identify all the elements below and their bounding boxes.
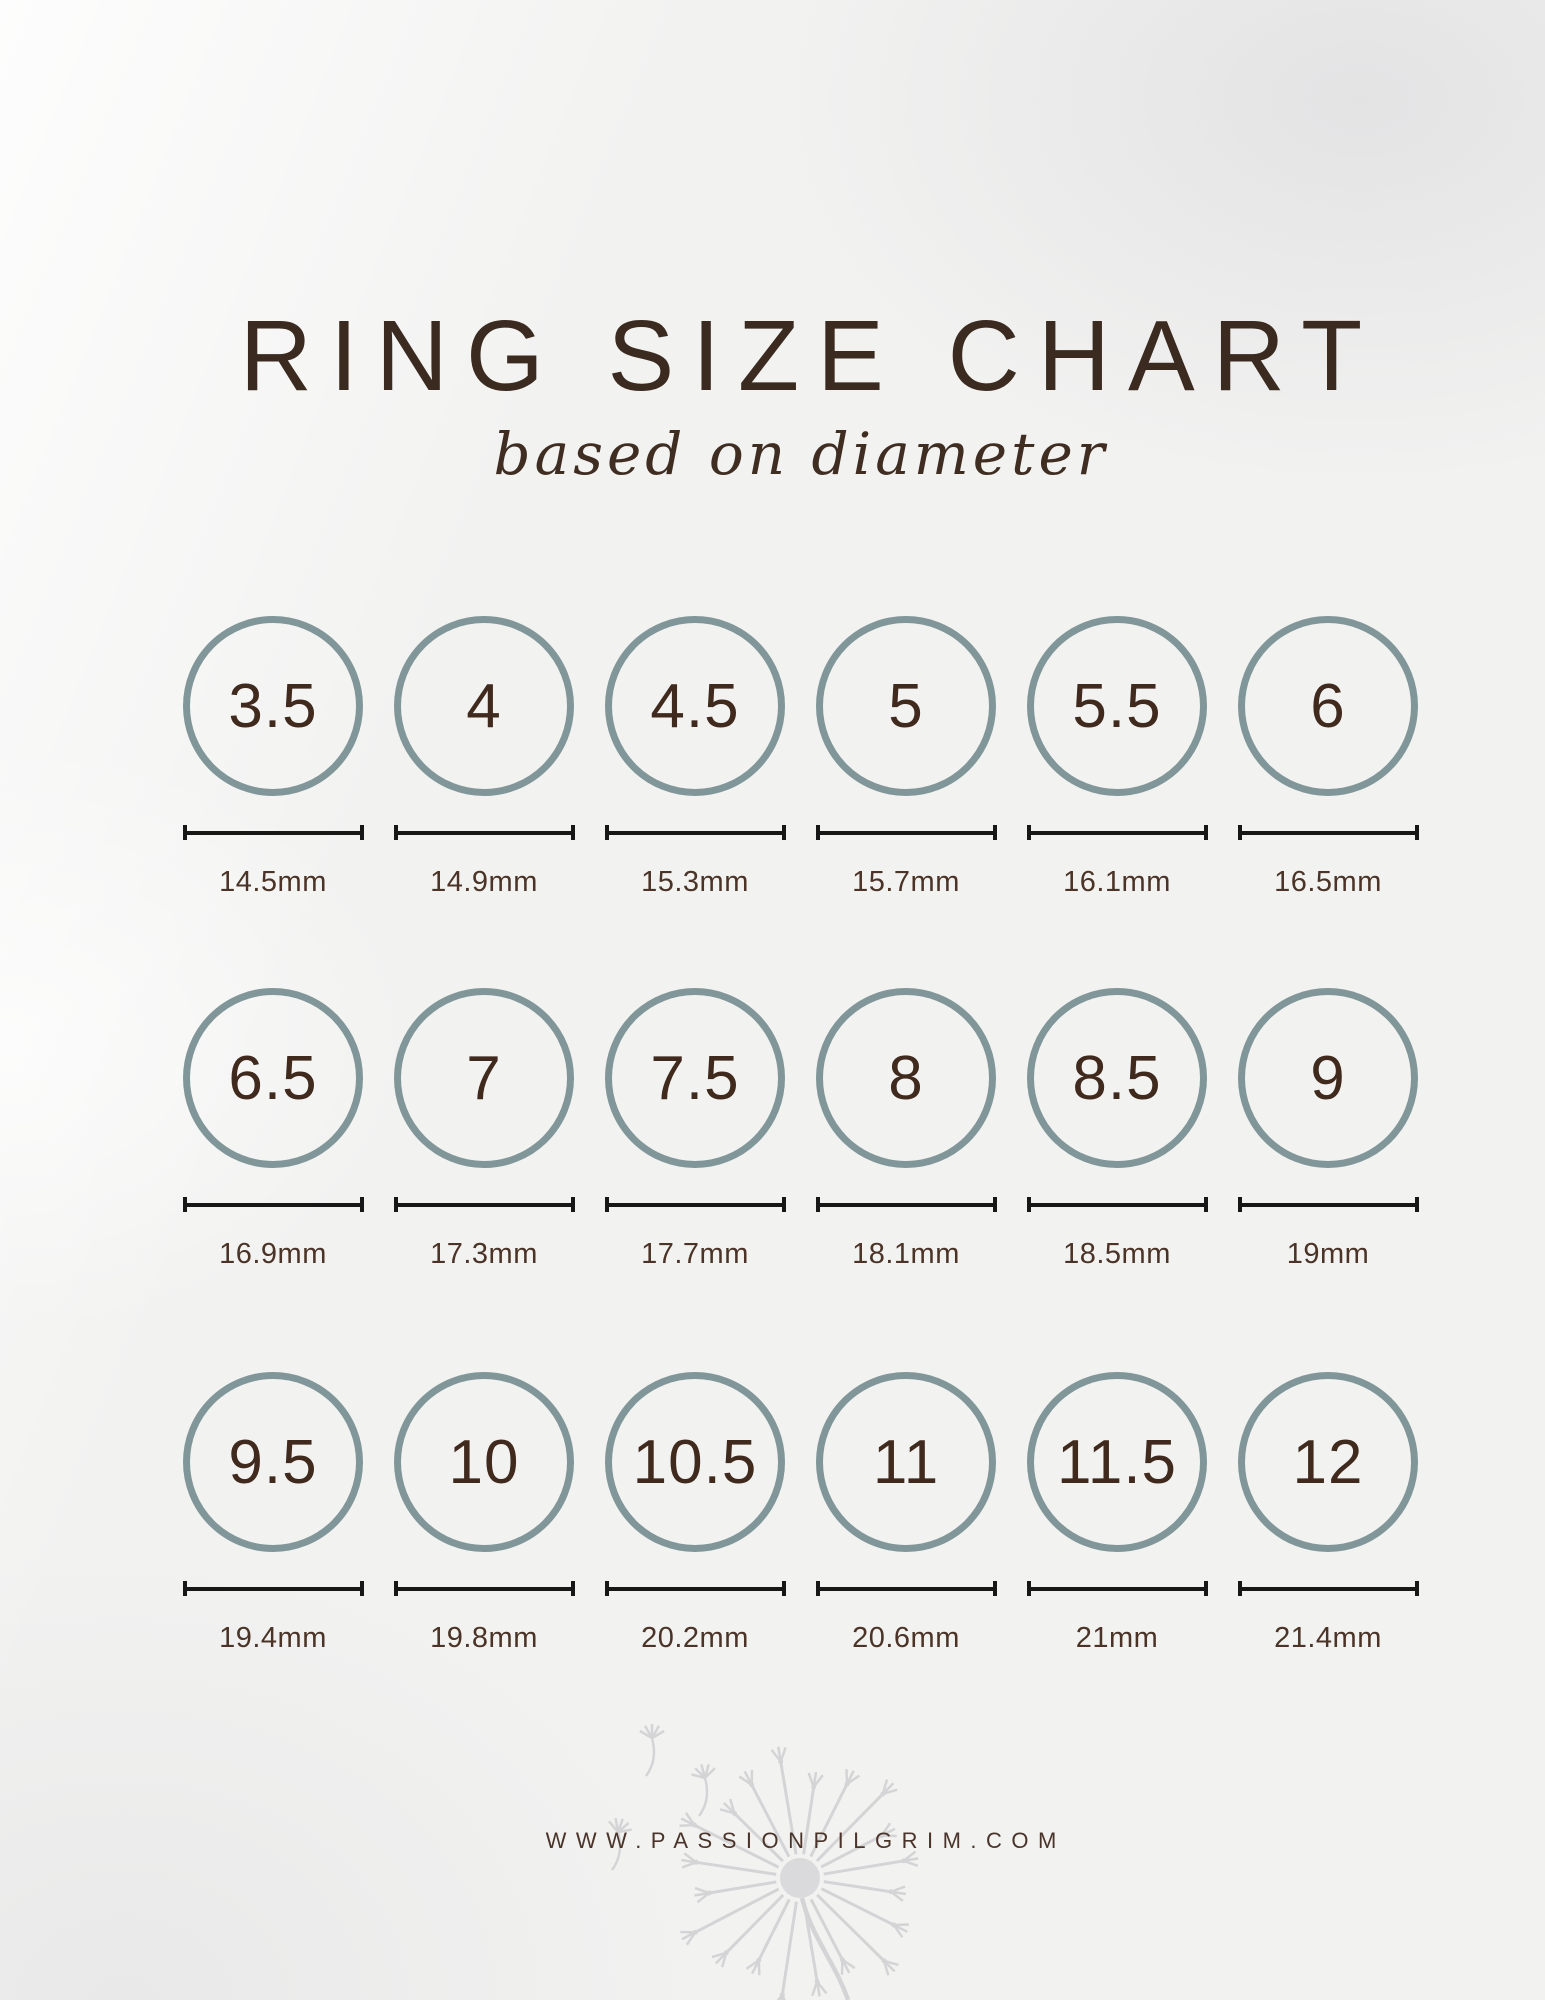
ring-size-number: 6 <box>1310 671 1346 741</box>
ring-circle: 11 <box>816 1372 996 1552</box>
ring-cell: 8 18.1mm <box>815 988 997 1271</box>
diameter-ruler <box>1237 825 1419 840</box>
diameter-label: 15.7mm <box>852 866 960 898</box>
ring-cell: 8.5 18.5mm <box>1026 988 1208 1271</box>
diameter-ruler <box>1237 1197 1419 1212</box>
diameter-ruler <box>604 1581 786 1596</box>
ring-circle: 11.5 <box>1027 1372 1207 1552</box>
ring-cell: 6 16.5mm <box>1237 616 1419 899</box>
ring-circle: 12 <box>1238 1372 1418 1552</box>
ring-size-number: 8 <box>888 1043 924 1113</box>
diameter-label: 16.5mm <box>1274 866 1382 898</box>
diameter-label: 21.4mm <box>1274 1622 1382 1654</box>
diameter-label: 15.3mm <box>641 866 749 898</box>
ring-circle: 8.5 <box>1027 988 1207 1168</box>
diameter-ruler <box>604 1197 786 1212</box>
ring-size-number: 6.5 <box>228 1043 318 1113</box>
ring-cell: 9.5 19.4mm <box>182 1372 364 1655</box>
ring-circle: 6 <box>1238 616 1418 796</box>
ring-size-number: 12 <box>1292 1427 1364 1497</box>
diameter-label: 16.9mm <box>219 1238 327 1270</box>
website-url: WWW.PASSIONPILGRIM.COM <box>545 1828 1066 1853</box>
diameter-ruler <box>393 825 575 840</box>
ring-cell: 10 19.8mm <box>393 1372 575 1655</box>
ring-size-number: 3.5 <box>228 671 318 741</box>
ring-cell: 7 17.3mm <box>393 988 575 1271</box>
ring-circle: 10.5 <box>605 1372 785 1552</box>
ring-size-number: 4.5 <box>650 671 740 741</box>
page-title: RING SIZE CHART <box>239 300 1381 412</box>
ring-cell: 11.5 21mm <box>1026 1372 1208 1655</box>
diameter-label: 20.2mm <box>641 1622 749 1654</box>
diameter-label: 16.1mm <box>1063 866 1171 898</box>
ring-size-number: 5.5 <box>1072 671 1162 741</box>
ring-circle: 7 <box>394 988 574 1168</box>
ring-circle: 3.5 <box>183 616 363 796</box>
ring-cell: 3.5 14.5mm <box>182 616 364 899</box>
diameter-ruler <box>182 1197 364 1212</box>
ring-cell: 12 21.4mm <box>1237 1372 1419 1655</box>
ring-circle: 4.5 <box>605 616 785 796</box>
diameter-ruler <box>182 1581 364 1596</box>
diameter-ruler <box>1026 1581 1208 1596</box>
ring-size-number: 10.5 <box>632 1427 758 1497</box>
ring-size-number: 9.5 <box>228 1427 318 1497</box>
ring-size-number: 9 <box>1310 1043 1346 1113</box>
ring-circle: 9 <box>1238 988 1418 1168</box>
ring-circle: 6.5 <box>183 988 363 1168</box>
ring-size-number: 10 <box>448 1427 520 1497</box>
diameter-label: 14.5mm <box>219 866 327 898</box>
ring-cell: 10.5 20.2mm <box>604 1372 786 1655</box>
ring-size-number: 11.5 <box>1056 1427 1178 1497</box>
diameter-ruler <box>1026 825 1208 840</box>
diameter-ruler <box>393 1581 575 1596</box>
ring-size-number: 4 <box>466 671 502 741</box>
diameter-label: 18.1mm <box>852 1238 960 1270</box>
ring-circle: 5.5 <box>1027 616 1207 796</box>
ring-circle: 7.5 <box>605 988 785 1168</box>
diameter-label: 14.9mm <box>430 866 538 898</box>
diameter-label: 21mm <box>1075 1622 1159 1654</box>
ring-size-number: 11 <box>872 1427 940 1497</box>
diameter-ruler <box>815 1581 997 1596</box>
diameter-ruler <box>604 825 786 840</box>
ring-size-number: 7.5 <box>650 1043 740 1113</box>
ring-circle: 5 <box>816 616 996 796</box>
ring-cell: 6.5 16.9mm <box>182 988 364 1271</box>
ring-row-3: 9.5 19.4mm 10 19.8mm 10.5 20.2mm 11 <box>182 1372 1419 1655</box>
ring-size-number: 8.5 <box>1072 1043 1162 1113</box>
ring-circle: 8 <box>816 988 996 1168</box>
diameter-label: 18.5mm <box>1063 1238 1171 1270</box>
diameter-label: 20.6mm <box>852 1622 960 1654</box>
ring-cell: 5 15.7mm <box>815 616 997 899</box>
ring-row-2: 6.5 16.9mm 7 17.3mm 7.5 17.7mm 8 18. <box>182 988 1419 1271</box>
ring-row-1: 3.5 14.5mm 4 14.9mm 4.5 15.3mm 5 15. <box>182 616 1419 899</box>
ring-cell: 7.5 17.7mm <box>604 988 786 1271</box>
diameter-label: 17.3mm <box>430 1238 538 1270</box>
diameter-label: 19.4mm <box>219 1622 327 1654</box>
ring-cell: 4.5 15.3mm <box>604 616 786 899</box>
diameter-label: 17.7mm <box>641 1238 749 1270</box>
ring-circle: 4 <box>394 616 574 796</box>
ring-circle: 9.5 <box>183 1372 363 1552</box>
ring-size-number: 5 <box>888 671 924 741</box>
ring-cell: 9 19mm <box>1237 988 1419 1271</box>
dandelion-icon <box>608 1724 919 2000</box>
ring-cell: 11 20.6mm <box>815 1372 997 1655</box>
ring-cell: 4 14.9mm <box>393 616 575 899</box>
diameter-label: 19mm <box>1286 1238 1370 1270</box>
diameter-ruler <box>1026 1197 1208 1212</box>
page-subtitle: based on diameter <box>493 420 1109 488</box>
diameter-ruler <box>815 825 997 840</box>
diameter-ruler <box>1237 1581 1419 1596</box>
ring-circle: 10 <box>394 1372 574 1552</box>
diameter-label: 19.8mm <box>430 1622 538 1654</box>
diameter-ruler <box>815 1197 997 1212</box>
diameter-ruler <box>182 825 364 840</box>
ring-size-number: 7 <box>466 1043 502 1113</box>
ring-cell: 5.5 16.1mm <box>1026 616 1208 899</box>
diameter-ruler <box>393 1197 575 1212</box>
